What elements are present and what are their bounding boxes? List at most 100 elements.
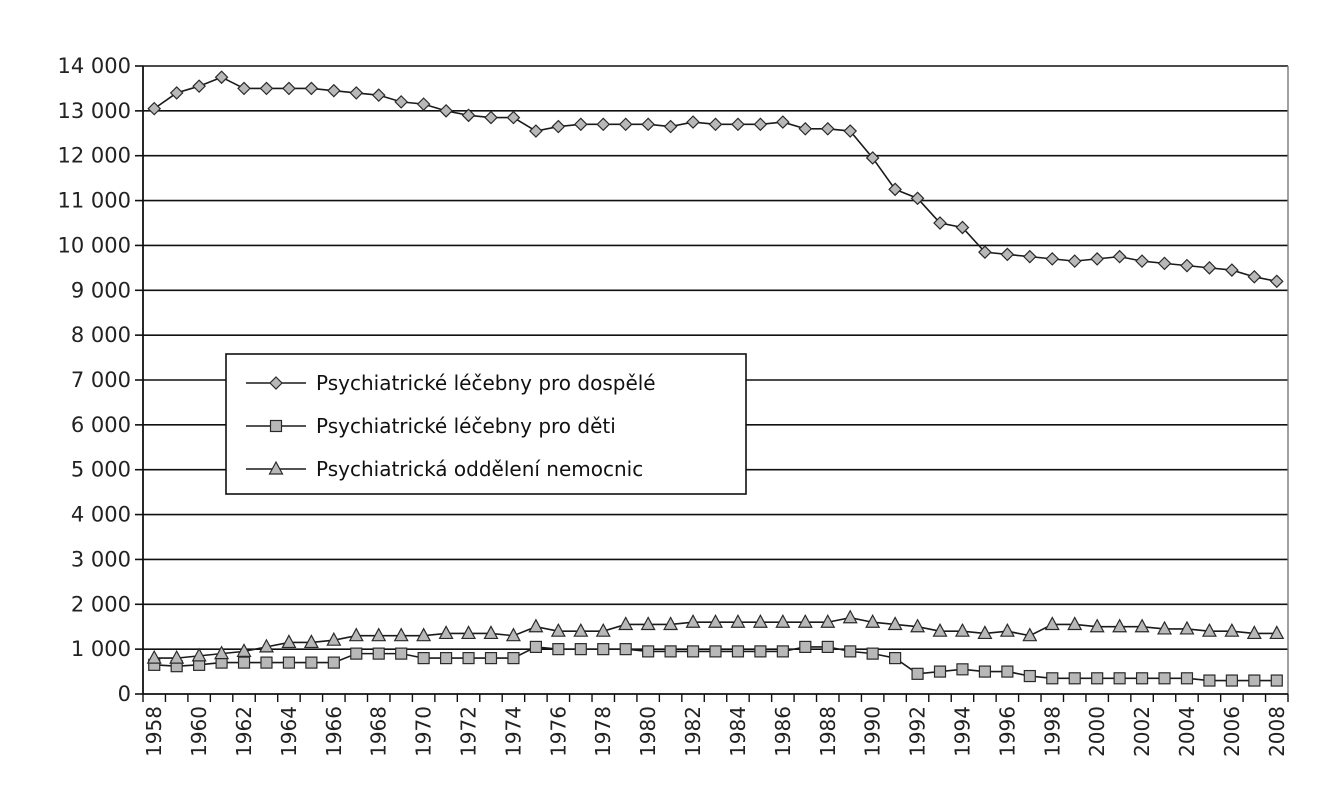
square-marker (776, 645, 789, 658)
triangle-marker (820, 613, 836, 628)
diamond-marker (618, 117, 633, 132)
triangle-marker (1157, 620, 1173, 635)
square-marker (956, 663, 969, 676)
square-marker (1203, 674, 1216, 687)
square-marker (619, 643, 632, 656)
diamond-marker (596, 117, 611, 132)
square-marker (821, 640, 834, 654)
square-marker (754, 645, 767, 658)
x-tick-label: 1990 (861, 706, 885, 757)
diamond-marker (663, 119, 678, 134)
triangle-marker (550, 622, 566, 637)
triangle-marker (999, 622, 1015, 637)
legend: Psychiatrické léčebny pro dospělé Psychia… (225, 353, 747, 495)
diamond-marker (1202, 261, 1217, 275)
x-tick-label: 1980 (636, 706, 660, 757)
square-marker (1091, 672, 1104, 685)
legend-label: Psychiatrické léčebny pro děti (316, 414, 616, 438)
diamond-marker (169, 86, 184, 100)
y-tick-label: 2 000 (71, 592, 131, 616)
gridlines (143, 65, 1289, 694)
triangle-marker (573, 622, 589, 637)
diamond-marker (269, 376, 283, 390)
triangle-marker (371, 627, 387, 642)
triangle-marker (326, 631, 342, 646)
triangle-marker (483, 625, 499, 640)
legend-label: Psychiatrická oddělení nemocnic (316, 457, 643, 481)
square-marker (350, 647, 363, 660)
square-marker (866, 647, 879, 660)
triangle-marker (730, 613, 746, 628)
square-marker (978, 665, 992, 678)
legend-label: Psychiatrické léčebny pro dospělé (316, 371, 656, 395)
diamond-marker (933, 216, 947, 230)
x-tick-label: 1960 (187, 706, 211, 757)
diamond-marker (978, 245, 992, 260)
triangle-marker (1224, 622, 1240, 637)
triangle-marker (618, 616, 634, 631)
triangle-marker (1201, 622, 1217, 637)
square-marker (686, 645, 700, 658)
triangle-marker (663, 616, 679, 631)
triangle-marker (528, 618, 544, 633)
square-marker (1158, 672, 1171, 685)
legend-entry: Psychiatrické léčebny pro děti (246, 414, 616, 438)
square-marker (799, 640, 812, 654)
triangle-marker (797, 613, 813, 628)
series-diamond (147, 70, 1284, 289)
y-axis: 0 1 000 2 000 3 000 4 000 5 000 6 000 7 000 8 00… (58, 54, 144, 706)
triangle-marker (438, 625, 454, 640)
square-marker (1248, 674, 1261, 687)
triangle-marker (932, 622, 948, 637)
y-tick-label: 11 000 (58, 189, 131, 213)
diamond-marker (1112, 249, 1127, 264)
x-tick-label: 1964 (277, 706, 301, 757)
diamond-marker (1000, 247, 1015, 262)
square-marker (844, 645, 857, 658)
square-marker (1023, 669, 1036, 683)
square-marker (664, 645, 677, 658)
x-tick-label: 1992 (906, 706, 930, 757)
diamond-marker (1180, 258, 1194, 273)
square-marker (1068, 672, 1081, 685)
triangle-marker (258, 638, 274, 653)
x-tick-label: 2008 (1265, 706, 1289, 757)
x-tick-label: 1972 (457, 706, 481, 757)
triangle-marker (1179, 620, 1195, 635)
diamond-marker (888, 182, 902, 197)
square-marker (709, 645, 722, 658)
diamond-marker (1157, 256, 1172, 271)
square-marker (507, 652, 520, 665)
square-marker (731, 645, 745, 658)
square-marker (439, 652, 453, 665)
triangle-marker (1022, 627, 1038, 642)
x-tick-label: 1966 (322, 706, 346, 757)
y-tick-label: 12 000 (58, 144, 131, 168)
diamond-marker (776, 115, 790, 129)
diamond-marker (1045, 252, 1060, 266)
diamond-marker (349, 86, 364, 100)
square-marker (260, 656, 273, 669)
y-tick-label: 13 000 (58, 99, 131, 123)
triangle-marker (842, 609, 858, 624)
diamond-marker (641, 117, 655, 132)
square-marker (1113, 672, 1126, 685)
diamond-marker (551, 119, 566, 134)
x-tick-label: 1996 (995, 706, 1019, 757)
triangle-marker (281, 634, 297, 649)
y-tick-label: 14 000 (58, 54, 131, 78)
square-marker (1270, 674, 1283, 687)
triangle-marker (348, 627, 364, 642)
x-tick-label: 2002 (1130, 706, 1154, 757)
triangle-marker (169, 649, 185, 664)
square-marker (305, 656, 318, 669)
square-marker (529, 640, 542, 654)
triangle-marker (505, 627, 521, 642)
triangle-marker (1112, 618, 1128, 633)
triangle-marker (214, 645, 230, 660)
diamond-marker (416, 97, 431, 111)
square-marker (372, 647, 385, 660)
triangle-marker (685, 613, 701, 628)
diamond-marker (798, 121, 813, 136)
